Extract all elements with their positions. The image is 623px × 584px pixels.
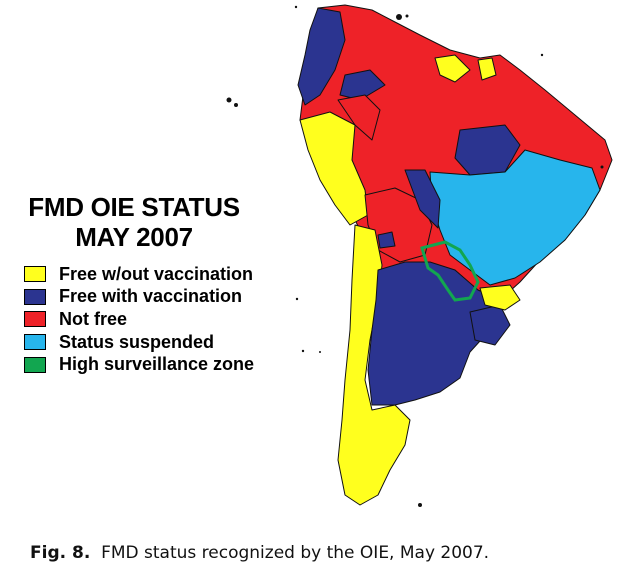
- islands: [226, 5, 604, 507]
- legend-swatch: [24, 356, 46, 373]
- region-venezuela-free-with: [339, 69, 386, 101]
- legend-item-free-without-vaccination: Free w/out vaccination: [24, 263, 254, 286]
- region-brazil-suspended: [429, 149, 601, 286]
- region-santa-catarina-free-without: [479, 284, 521, 311]
- region-bolivia-free-with: [404, 169, 441, 229]
- map-title-line1: FMD OIE STATUS: [28, 192, 240, 222]
- legend-swatch: [24, 288, 46, 305]
- region-colombia-free-with: [297, 7, 346, 106]
- region-uruguay-free-with: [469, 304, 511, 346]
- high-surveillance-zone-outline: [420, 240, 480, 302]
- caption-text: FMD status recognized by the OIE, May 20…: [101, 543, 490, 563]
- legend-swatch: [24, 334, 46, 351]
- legend-label: Status suspended: [59, 331, 215, 352]
- legend-swatch: [24, 266, 46, 283]
- legend-swatch: [24, 311, 46, 328]
- legend: Free w/out vaccination Free with vaccina…: [24, 263, 254, 376]
- region-guiana-2-free-without: [477, 57, 497, 81]
- legend-label: Free w/out vaccination: [59, 263, 254, 284]
- south-america-map: [226, 4, 613, 507]
- map-title-line2: MAY 2007: [75, 222, 193, 252]
- legend-item-free-with-vaccination: Free with vaccination: [24, 286, 254, 309]
- region-peru-not-free: [337, 94, 381, 141]
- region-guianas-free-without: [434, 54, 471, 83]
- region-bolivia-small-free-with: [377, 231, 396, 249]
- legend-item-status-suspended: Status suspended: [24, 331, 254, 354]
- legend-item-not-free: Not free: [24, 308, 254, 331]
- legend-item-high-surveillance-zone: High surveillance zone: [24, 353, 254, 376]
- caption-prefix: Fig. 8.: [30, 543, 91, 563]
- legend-label: Free with vaccination: [59, 286, 243, 307]
- legend-label: Not free: [59, 308, 128, 329]
- legend-label: High surveillance zone: [59, 354, 255, 375]
- figure-caption: Fig. 8. FMD status recognized by the OIE…: [30, 543, 489, 563]
